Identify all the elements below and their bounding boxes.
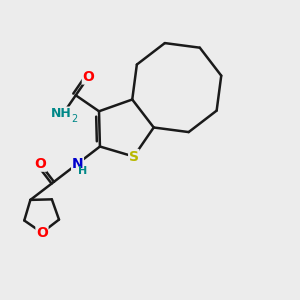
Text: H: H	[78, 166, 88, 176]
Text: O: O	[82, 70, 94, 84]
Text: 2: 2	[71, 114, 77, 124]
Text: N: N	[72, 157, 83, 171]
Text: NH: NH	[51, 107, 72, 120]
Text: O: O	[34, 157, 46, 171]
Text: O: O	[36, 226, 48, 240]
Text: S: S	[129, 149, 139, 164]
